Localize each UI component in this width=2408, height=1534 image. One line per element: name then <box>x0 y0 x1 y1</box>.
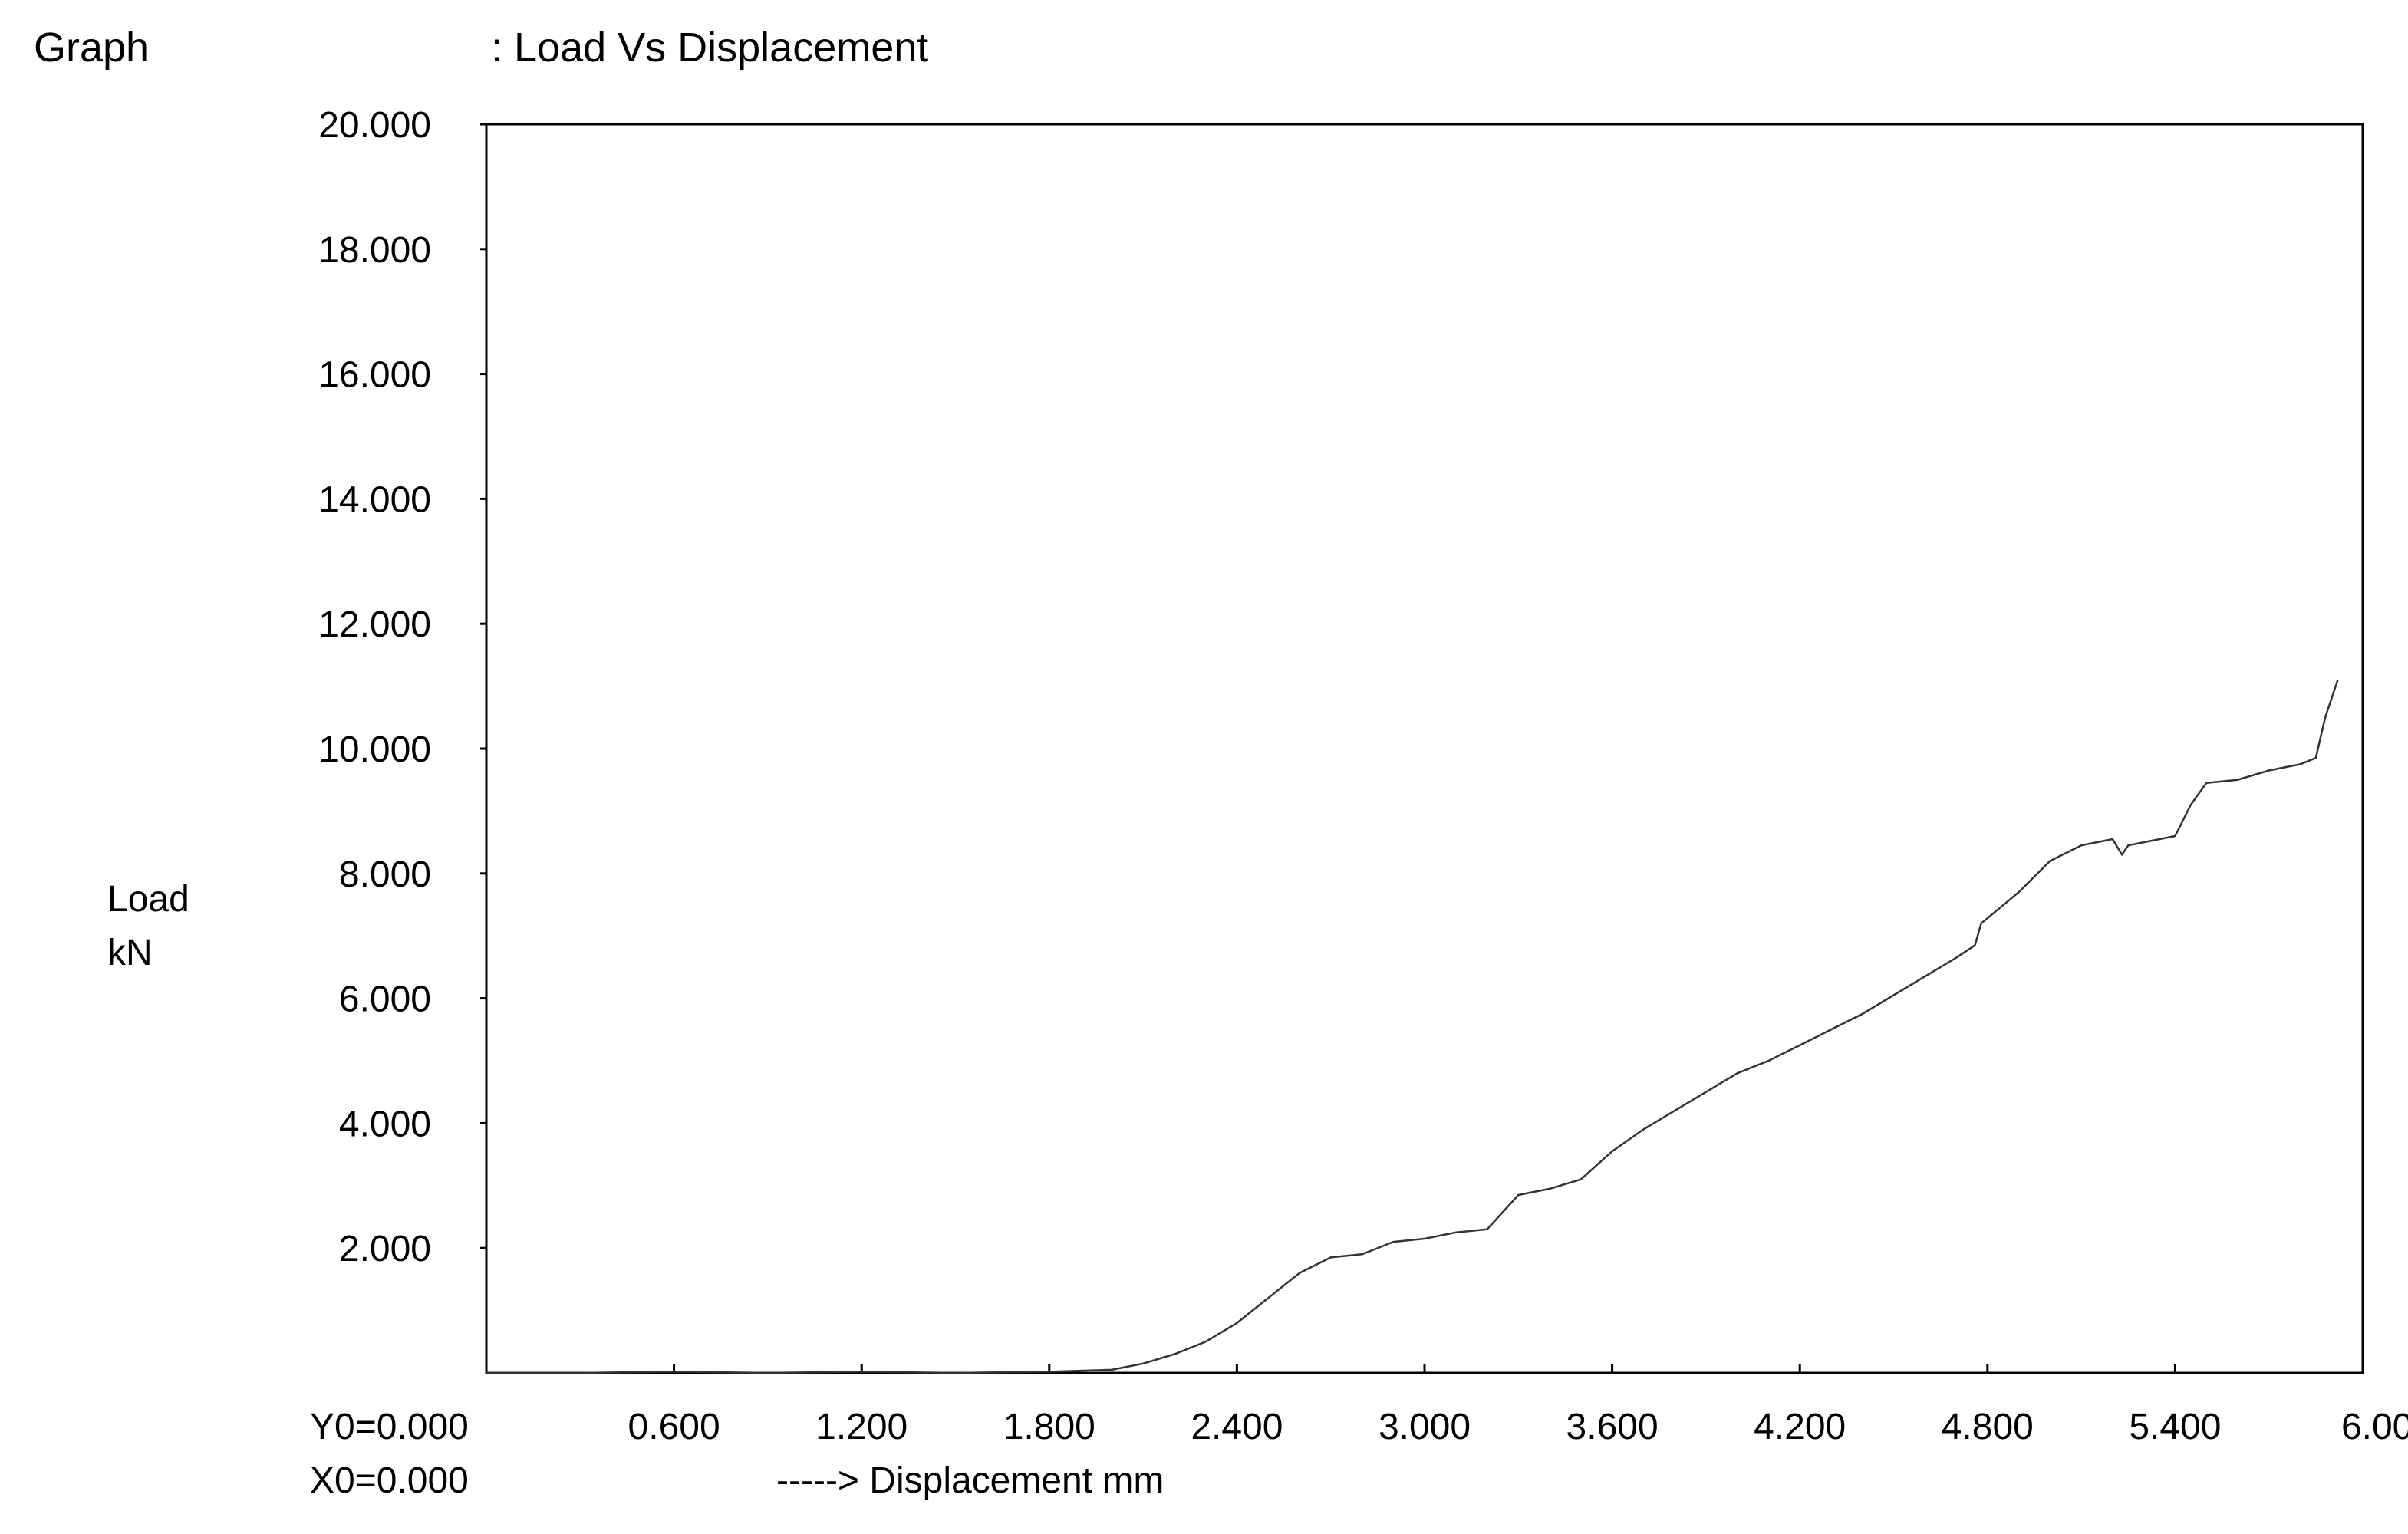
plot-frame <box>485 123 2364 1374</box>
graph-label: Graph <box>34 25 149 71</box>
y-tick-label: 2.000 <box>339 1229 431 1269</box>
x-tick-label: 1.800 <box>1003 1407 1095 1447</box>
y-axis-ticks: 2.000 4.000 6.000 8.000 10.000 12.000 14.000 16… <box>318 105 486 1269</box>
chart-title: : Load Vs Displacement <box>491 25 928 71</box>
origin-y-label: Y0=0.000 <box>310 1407 469 1447</box>
y-tick-label: 18.000 <box>318 230 431 271</box>
load-series-line <box>486 680 2339 1374</box>
y-tick-label: 14.000 <box>318 479 431 520</box>
x-tick-label: 4.800 <box>1942 1407 2034 1447</box>
y-axis-label-unit: kN <box>107 933 153 973</box>
y-axis-label-name: Load <box>107 879 189 920</box>
y-tick-label: 12.000 <box>318 604 431 645</box>
x-axis-ticks: 0.600 1.200 1.800 2.400 3.000 3.600 4.200 4.800… <box>628 1364 2408 1447</box>
y-tick-label: 4.000 <box>339 1104 431 1144</box>
x-tick-label: 3.000 <box>1379 1407 1471 1447</box>
x-tick-label: 4.200 <box>1754 1407 1846 1447</box>
y-tick-label: 6.000 <box>339 979 431 1020</box>
origin-x-label: X0=0.000 <box>310 1460 469 1501</box>
y-tick-label: 16.000 <box>318 355 431 396</box>
y-tick-label: 20.000 <box>318 105 431 146</box>
x-tick-label: 3.600 <box>1566 1407 1659 1447</box>
x-tick-label: 6.000 <box>2341 1407 2408 1447</box>
y-tick-label: 10.000 <box>318 729 431 770</box>
x-tick-label: 5.400 <box>2129 1407 2221 1447</box>
y-tick-label: 8.000 <box>339 854 431 895</box>
x-tick-label: 2.400 <box>1191 1407 1283 1447</box>
x-tick-label: 1.200 <box>815 1407 908 1447</box>
x-axis-label: -----> Displacement mm <box>776 1460 1164 1501</box>
x-tick-label: 0.600 <box>628 1407 720 1447</box>
